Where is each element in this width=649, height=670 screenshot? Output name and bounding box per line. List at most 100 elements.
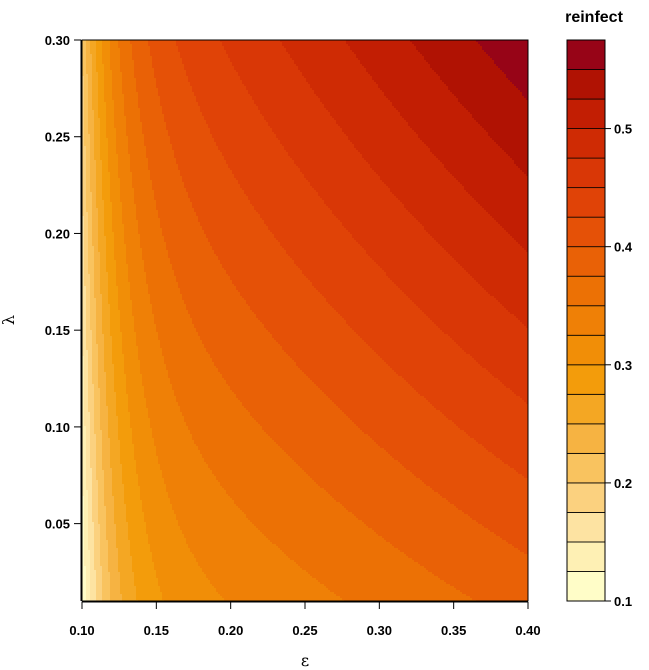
contour-cell [82,598,87,601]
contour-cell [86,336,93,339]
contour-cell [220,594,337,597]
contour-cell [88,372,93,375]
contour-cell [130,548,151,551]
contour-cell [102,50,111,53]
contour-cell [82,514,85,517]
contour-cell [168,256,219,259]
contour-cell [130,550,151,553]
contour-cell [92,96,99,99]
contour-cell [180,410,249,413]
contour-cell [282,550,401,553]
contour-cell [102,52,111,55]
contour-cell [116,392,127,395]
contour-cell [84,536,89,539]
contour-cell [84,260,89,263]
contour-cell [94,132,101,135]
contour-cell [90,146,95,149]
contour-cell [112,482,123,485]
contour-cell [112,96,125,99]
contour-cell [144,270,175,273]
contour-cell [92,520,99,523]
contour-cell [88,404,95,407]
contour-cell [350,140,423,143]
contour-cell [122,74,135,77]
contour-cell [82,378,85,381]
contour-cell [94,246,99,249]
contour-cell [160,96,197,99]
contour-cell [152,180,183,183]
contour-cell [252,204,327,207]
contour-cell [140,372,169,375]
contour-cell [130,416,149,419]
contour-cell [86,438,91,441]
contour-cell [116,402,129,405]
contour-cell [112,76,123,79]
contour-cell [84,80,89,83]
contour-cell [166,488,225,491]
contour-cell [98,228,105,231]
contour-cell [82,50,87,53]
contour-cell [358,518,473,521]
contour-cell [506,230,529,233]
contour-cell [148,412,183,415]
contour-cell [116,536,129,539]
contour-cell [136,586,161,589]
contour-cell [164,478,217,481]
contour-cell [84,512,89,515]
contour-cell [198,218,263,221]
contour-cell [346,42,413,45]
contour-cell [298,366,391,369]
contour-cell [248,410,343,413]
contour-cell [116,534,129,537]
contour-cell [112,486,125,489]
contour-cell [132,304,153,307]
contour-cell [454,176,529,179]
contour-cell [308,180,383,183]
contour-cell [232,62,295,65]
contour-cell [108,142,117,145]
contour-cell [94,544,101,547]
contour-cell [476,360,529,363]
contour-cell [132,172,151,175]
contour-cell [314,480,423,483]
contour-cell [372,76,441,79]
contour-cell [100,252,107,255]
contour-cell [86,206,93,209]
contour-cell [90,448,97,451]
contour-cell [196,328,267,331]
contour-cell [84,522,89,525]
contour-cell [116,532,129,535]
contour-cell [88,116,95,119]
contour-cell [158,456,203,459]
contour-cell [94,524,101,527]
contour-cell [282,44,349,47]
contour-cell [82,176,87,179]
contour-cell [416,304,503,307]
contour-cell [86,42,91,45]
contour-cell [90,190,97,193]
contour-cell [88,106,93,109]
contour-cell [82,244,85,247]
contour-cell [134,322,155,325]
contour-cell [84,368,89,371]
contour-cell [112,230,125,233]
contour-cell [312,186,389,189]
contour-cell [88,350,93,353]
contour-cell [400,288,485,291]
contour-cell [112,210,123,213]
contour-cell [110,576,121,579]
contour-cell [442,330,529,333]
contour-cell [168,376,223,379]
contour-cell [102,578,111,581]
contour-cell [114,256,127,259]
contour-cell [104,82,113,85]
contour-cell [94,262,101,265]
contour-cell [124,228,139,231]
contour-cell [110,452,121,455]
contour-cell [96,192,103,195]
contour-cell [374,530,491,533]
contour-cell [216,478,313,481]
contour-cell [360,336,451,339]
contour-cell [126,260,145,263]
contour-cell [166,248,213,251]
